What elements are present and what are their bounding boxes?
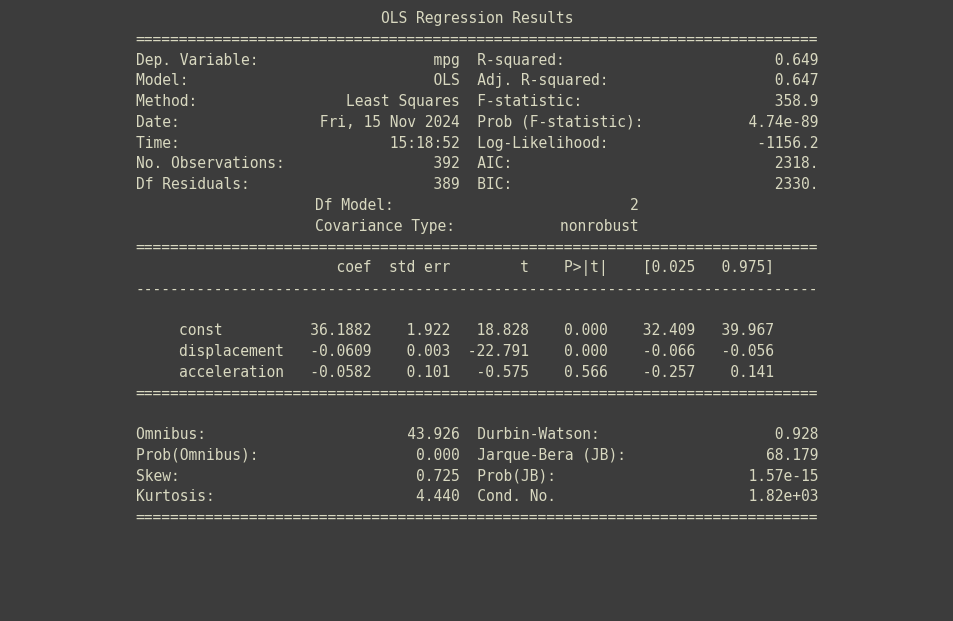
Text: OLS Regression Results                            
=============================: OLS Regression Results =================…	[135, 11, 818, 525]
